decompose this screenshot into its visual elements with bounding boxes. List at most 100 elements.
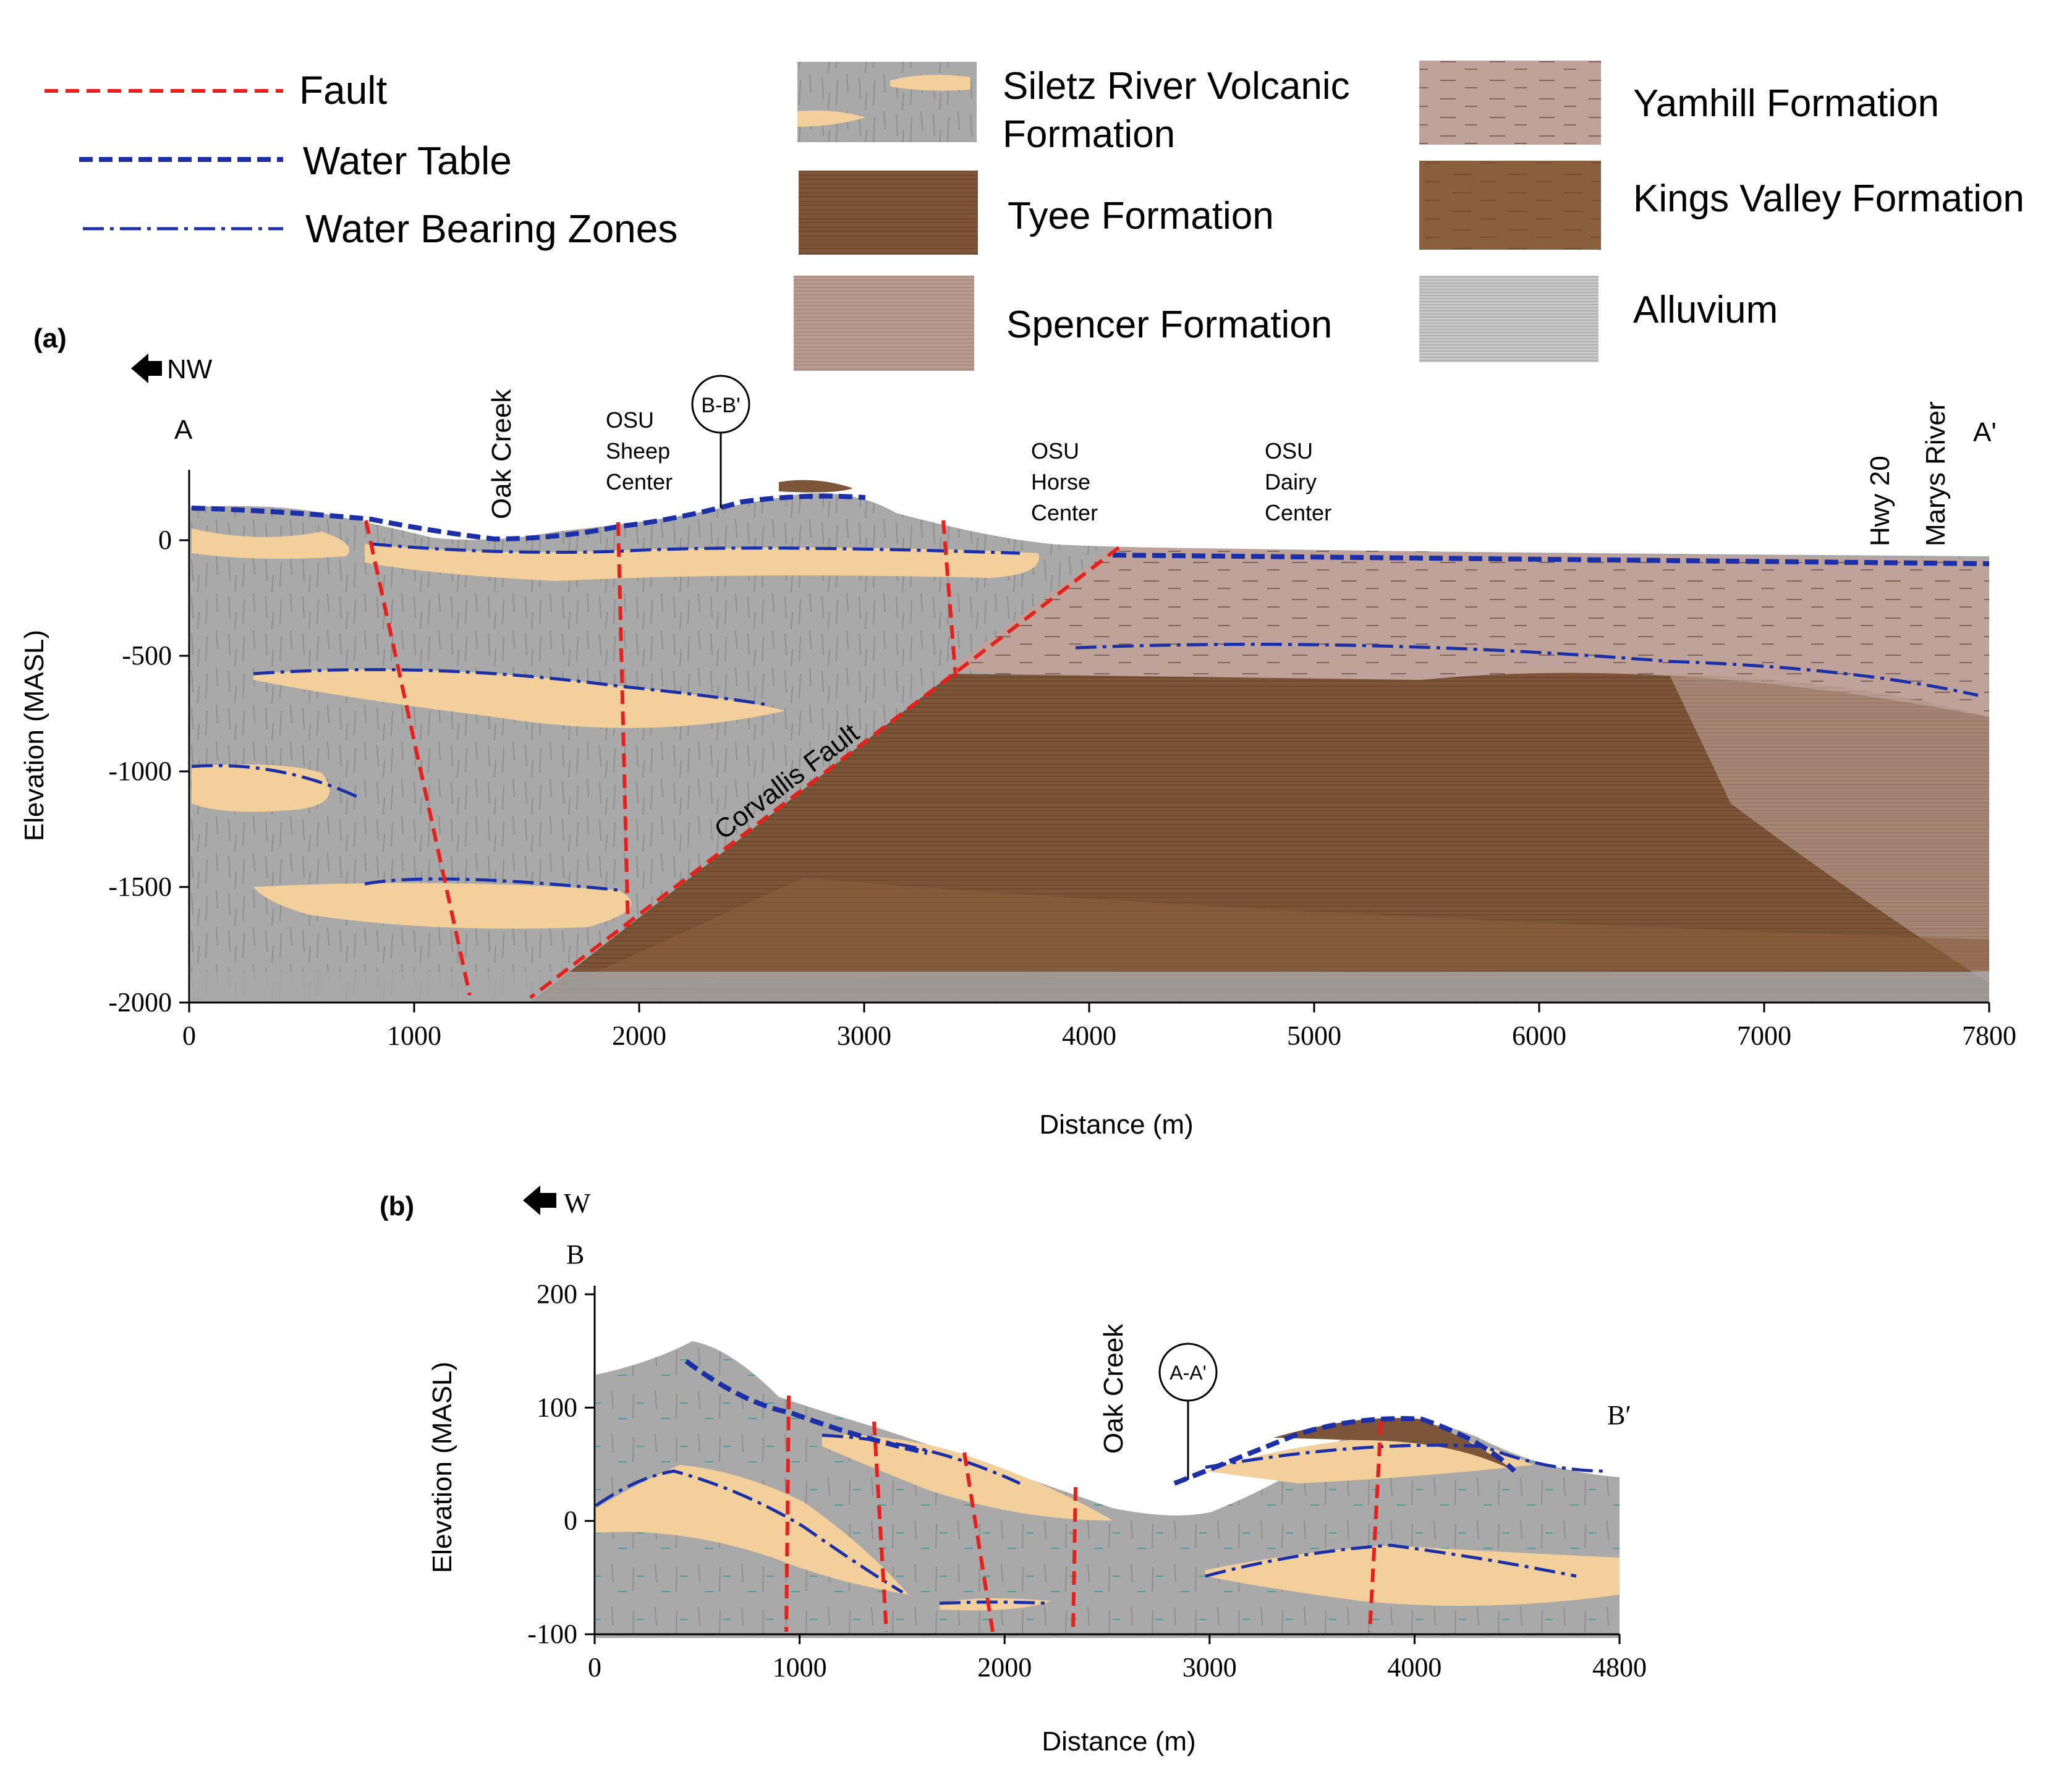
tyee-cap-a — [779, 480, 853, 493]
wbz-b1 — [595, 1469, 904, 1594]
x-tick-label-a: 7000 — [1737, 1020, 1791, 1051]
sand-lens-a4 — [192, 764, 330, 812]
direction-a: NW — [167, 354, 213, 384]
y-tick-label-b: 100 — [537, 1392, 577, 1422]
y-tick-label-a: -1000 — [108, 756, 172, 786]
osu-dairy-line1: OSU — [1265, 438, 1313, 464]
water-table-b-east — [1173, 1416, 1516, 1486]
swatch-sand-lens-2 — [797, 110, 865, 127]
x-tick-label-b: 4000 — [1387, 1652, 1441, 1682]
x-tick-label-a: 6000 — [1512, 1020, 1566, 1051]
legend-tyee: Tyee Formation — [799, 171, 1274, 255]
legend-siletz: Siletz River Volcanic Formation — [797, 62, 1350, 156]
x-tick-label-b: 2000 — [977, 1652, 1032, 1682]
legend-alluvium-label: Alluvium — [1633, 289, 1778, 331]
wbz-b3 — [1205, 1443, 1608, 1473]
legend-yamhill-label: Yamhill Formation — [1633, 82, 1939, 125]
x-tick-label-b: 1000 — [773, 1652, 827, 1682]
x-tick-label-b: 4800 — [1592, 1652, 1647, 1682]
arrow-left-icon-b — [523, 1186, 556, 1215]
legend-yamhill: Yamhill Formation — [1419, 61, 1939, 145]
y-tick-label-a: -2000 — [108, 987, 172, 1017]
siletz-swatch — [797, 62, 977, 142]
section-a-start: A — [174, 415, 193, 445]
water-table-a-west — [191, 493, 866, 542]
fault-a2 — [616, 522, 630, 928]
wbz-a2 — [253, 668, 767, 706]
fault-b3 — [962, 1452, 995, 1632]
legend-fault-label: Fault — [299, 68, 388, 112]
x-tick-label-b: 0 — [588, 1652, 601, 1682]
x-tick-label-a: 1000 — [387, 1020, 441, 1051]
direction-b: W — [564, 1187, 591, 1219]
osu-dairy-line3: Center — [1265, 500, 1331, 525]
tyee-cap-b — [1273, 1418, 1514, 1471]
wbz-a5 — [1075, 642, 1979, 697]
xlabel-a: Distance (m) — [1039, 1109, 1193, 1140]
wbz-a1 — [370, 542, 1021, 555]
ylabel-b: Elevation (MASL) — [427, 1362, 457, 1573]
kings-valley-swatch — [1419, 161, 1601, 250]
y-ticks-a: 0 -500 -1000 -1500 -2000 — [108, 525, 189, 1017]
oak-creek-label-a: Oak Creek — [486, 389, 517, 519]
x-ticks-a: 0 1000 2000 3000 4000 5000 6000 7000 7800 — [182, 1003, 2016, 1051]
hwy20-label: Hwy 20 — [1865, 456, 1895, 546]
x-tick-label-a: 7800 — [1962, 1020, 2016, 1051]
water-table-b-west — [684, 1359, 928, 1455]
yamhill-swatch — [1419, 61, 1601, 145]
legend-tyee-label: Tyee Formation — [1008, 195, 1274, 237]
sand-lens-a3 — [253, 669, 785, 728]
fault-a1 — [364, 520, 472, 996]
legend-water-bearing: Water Bearing Zones — [83, 206, 677, 251]
wbz-a4 — [364, 877, 619, 892]
y-tick-label-b: -100 — [527, 1619, 577, 1649]
legend-water-table-label: Water Table — [303, 138, 512, 183]
legend-water-table: Water Table — [79, 138, 512, 183]
legend-kings-valley: Kings Valley Formation — [1419, 161, 2024, 250]
sand-lens-b1 — [596, 1465, 909, 1595]
osu-sheep-line1: OSU — [606, 407, 654, 433]
y-tick-label-b: 0 — [564, 1506, 577, 1536]
sand-lens-a5 — [253, 883, 632, 929]
oak-creek-label-b: Oak Creek — [1098, 1323, 1129, 1454]
xlabel-b: Distance (m) — [1042, 1726, 1195, 1757]
legend-siletz-label-1: Siletz River Volcanic — [1003, 65, 1350, 108]
wbz-b4 — [1205, 1543, 1577, 1578]
sand-lens-b4 — [1205, 1545, 1620, 1606]
x-tick-label-a: 3000 — [837, 1020, 891, 1051]
legend-fault: Fault — [45, 68, 388, 112]
x-tick-label-a: 0 — [182, 1020, 196, 1051]
legend-siletz-label-2: Formation — [1003, 113, 1175, 156]
osu-horse-line2: Horse — [1031, 469, 1090, 494]
section-b: (b) W B B′ Oak Creek A-A' 0 — [380, 1186, 1647, 1757]
marys-river-label: Marys River — [1921, 401, 1951, 546]
osu-horse-line3: Center — [1031, 500, 1098, 525]
y-tick-label-a: 0 — [158, 525, 172, 555]
x-ticks-b: 0 1000 2000 3000 4000 4800 — [588, 1634, 1647, 1682]
y-tick-label-a: -500 — [122, 640, 172, 671]
spencer-body-a — [1669, 674, 1989, 983]
x-tick-label-b: 3000 — [1182, 1652, 1237, 1682]
legend: Fault Water Table Water Bearing Zones Si… — [45, 61, 2024, 371]
x-tick-label-a: 5000 — [1287, 1020, 1341, 1051]
section-marker-aa-label: A-A' — [1170, 1362, 1206, 1384]
y-tick-label-a: -1500 — [108, 872, 172, 902]
section-a: (a) NW A A' — [19, 323, 2016, 1140]
wbz-b5 — [939, 1600, 1051, 1605]
section-marker-bb-label: B-B' — [701, 394, 740, 417]
base-band-a — [190, 972, 1989, 1003]
tyee-swatch — [799, 171, 978, 255]
fault-b1 — [784, 1395, 791, 1632]
y-tick-label-b: 200 — [537, 1279, 577, 1309]
corvallis-fault-line — [529, 546, 1120, 999]
x-tick-label-a: 4000 — [1062, 1020, 1116, 1051]
wbz-b2 — [822, 1433, 1021, 1485]
panel-a-label: (a) — [33, 323, 67, 354]
ylabel-a: Elevation (MASL) — [19, 630, 49, 841]
legend-water-bearing-label: Water Bearing Zones — [305, 206, 677, 251]
osu-horse-line1: OSU — [1031, 438, 1079, 464]
section-b-end: B′ — [1607, 1400, 1631, 1430]
fault-b4 — [1071, 1487, 1077, 1632]
section-a-geology — [190, 480, 1989, 1003]
